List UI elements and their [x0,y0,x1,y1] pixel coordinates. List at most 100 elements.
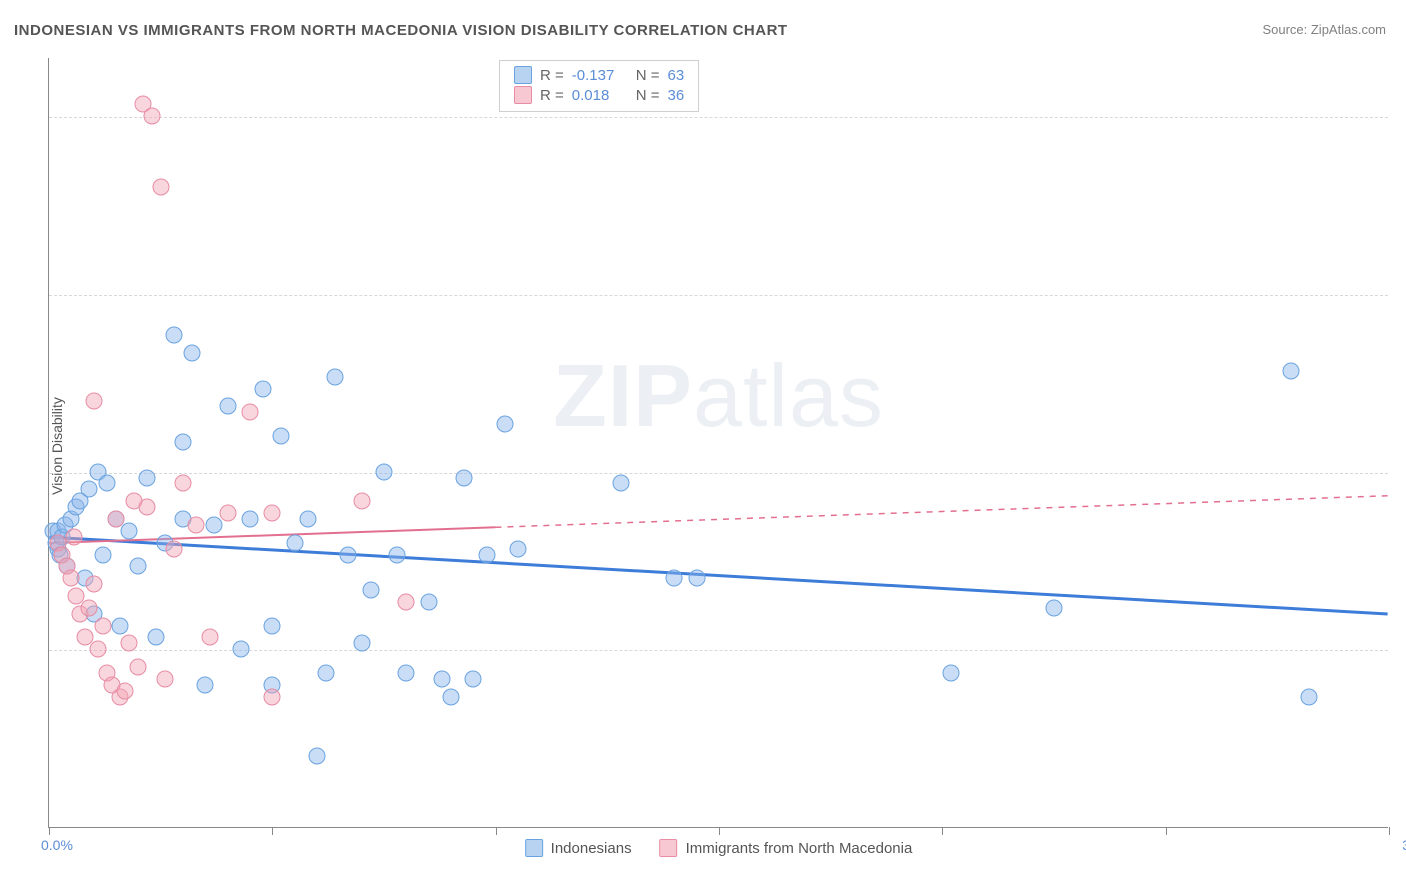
data-point [420,593,437,610]
legend-correlation: R =-0.137N =63R =0.018N =36 [499,60,699,112]
data-point [166,540,183,557]
data-point [63,570,80,587]
data-point [219,398,236,415]
data-point [612,475,629,492]
legend-n-label: N = [636,67,660,84]
legend-r-value: -0.137 [572,67,628,84]
data-point [116,682,133,699]
x-tick [1166,827,1167,835]
data-point [219,505,236,522]
gridline [49,650,1388,651]
legend-correlation-row: R =0.018N =36 [514,85,684,105]
trend-line-solid [49,527,495,543]
data-point [99,475,116,492]
data-point [152,179,169,196]
data-point [94,617,111,634]
data-point [183,345,200,362]
data-point [286,534,303,551]
data-point [130,659,147,676]
data-point [112,617,129,634]
data-point [1046,599,1063,616]
data-point [65,528,82,545]
data-point [300,511,317,528]
x-axis-min-label: 0.0% [41,837,73,853]
data-point [130,558,147,575]
gridline [49,473,1388,474]
x-tick [49,827,50,835]
trend-lines [49,58,1388,827]
data-point [264,617,281,634]
legend-swatch [525,839,543,857]
data-point [121,635,138,652]
data-point [309,747,326,764]
data-point [353,493,370,510]
data-point [666,570,683,587]
x-tick [942,827,943,835]
legend-swatch [514,86,532,104]
data-point [465,670,482,687]
source-label: Source: ZipAtlas.com [1262,22,1386,37]
data-point [264,688,281,705]
data-point [175,434,192,451]
x-tick [272,827,273,835]
data-point [255,380,272,397]
data-point [157,670,174,687]
legend-series-item: Indonesians [525,839,632,857]
legend-correlation-row: R = -0.137 N = 63 [514,65,684,85]
legend-series: Indonesians Immigrants from North Macedon… [525,839,913,857]
data-point [233,641,250,658]
data-point [90,641,107,658]
data-point [143,108,160,125]
data-point [85,576,102,593]
x-axis-max-label: 30.0% [1402,837,1406,853]
data-point [376,463,393,480]
legend-n-value: 63 [668,67,685,84]
x-tick [496,827,497,835]
data-point [340,546,357,563]
trend-line-solid [49,537,1387,614]
data-point [510,540,527,557]
legend-swatch [660,839,678,857]
data-point [175,475,192,492]
data-point [353,635,370,652]
legend-swatch [514,66,532,84]
legend-r-label: R = [540,87,564,104]
data-point [94,546,111,563]
data-point [197,676,214,693]
data-point [398,665,415,682]
watermark: ZIPatlas [553,345,884,447]
data-point [188,516,205,533]
trend-line-dashed [495,496,1387,528]
data-point [389,546,406,563]
x-tick [719,827,720,835]
data-point [139,469,156,486]
legend-series-name: Immigrants from North Macedonia [686,840,913,857]
data-point [943,665,960,682]
data-point [1300,688,1317,705]
data-point [273,428,290,445]
scatter-plot-area: ZIPatlas R =-0.137N =63R =0.018N =36 0.0… [48,58,1388,828]
data-point [108,511,125,528]
data-point [688,570,705,587]
data-point [264,505,281,522]
data-point [496,416,513,433]
data-point [121,522,138,539]
data-point [362,582,379,599]
legend-n-value: 36 [668,87,685,104]
legend-r-label: R = [540,67,564,84]
data-point [478,546,495,563]
gridline [49,117,1388,118]
data-point [242,511,259,528]
data-point [81,481,98,498]
data-point [139,499,156,516]
data-point [242,404,259,421]
data-point [317,665,334,682]
data-point [166,327,183,344]
legend-r-value: 0.018 [572,87,628,104]
legend-series-name: Indonesians [551,840,632,857]
data-point [148,629,165,646]
gridline [49,295,1388,296]
chart-title: INDONESIAN VS IMMIGRANTS FROM NORTH MACE… [14,22,788,39]
data-point [81,599,98,616]
data-point [1282,362,1299,379]
